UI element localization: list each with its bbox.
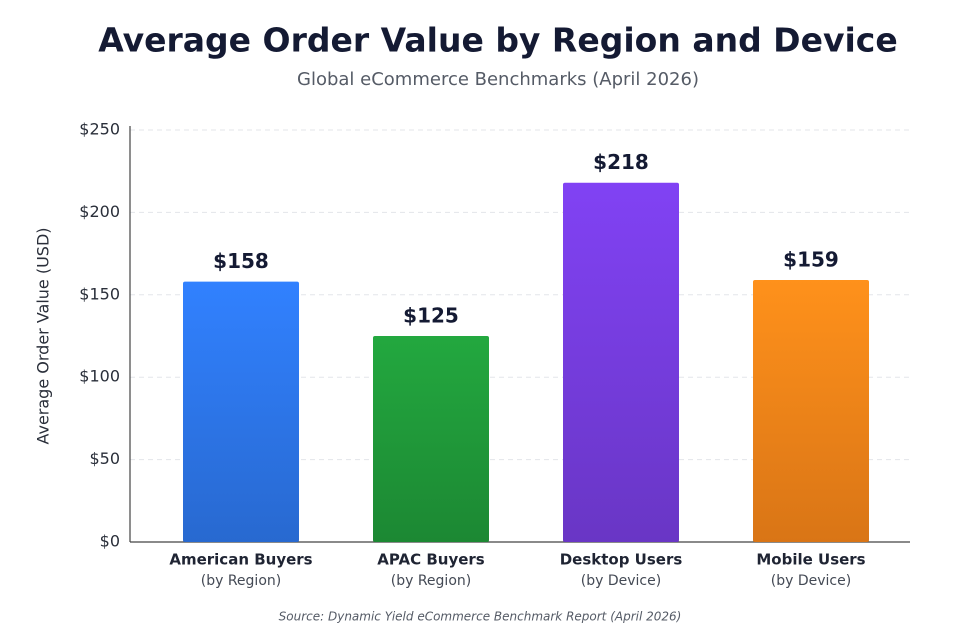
y-tick-label: $50: [89, 449, 120, 468]
bar: [563, 182, 679, 542]
y-axis-title: Average Order Value (USD): [34, 227, 53, 444]
y-tick-label: $100: [79, 367, 120, 386]
x-tick-sublabel: (by Region): [201, 573, 281, 589]
source-note: Source: Dynamic Yield eCommerce Benchmar…: [279, 610, 682, 624]
bar: [753, 279, 869, 542]
chart-subtitle: Global eCommerce Benchmarks (April 2026): [297, 69, 699, 90]
y-tick-label: $0: [100, 532, 120, 551]
x-tick-sublabel: (by Device): [581, 573, 661, 589]
chart-title: Average Order Value by Region and Device: [98, 21, 897, 60]
y-tick-label: $250: [79, 120, 120, 139]
y-tick-label: $150: [79, 284, 120, 303]
value-label: $159: [783, 247, 839, 271]
x-tick-label: Mobile Users: [756, 551, 865, 569]
value-label: $158: [213, 249, 269, 273]
bar: [373, 336, 489, 542]
y-tick-label: $200: [79, 202, 120, 221]
value-label: $125: [403, 304, 459, 328]
x-tick-label: Desktop Users: [560, 551, 683, 569]
value-label: $218: [593, 150, 649, 174]
x-tick-sublabel: (by Device): [771, 573, 851, 589]
bar: [183, 281, 299, 542]
x-tick-label: APAC Buyers: [377, 551, 485, 569]
x-tick-sublabel: (by Region): [391, 573, 471, 589]
x-tick-label: American Buyers: [169, 551, 312, 569]
